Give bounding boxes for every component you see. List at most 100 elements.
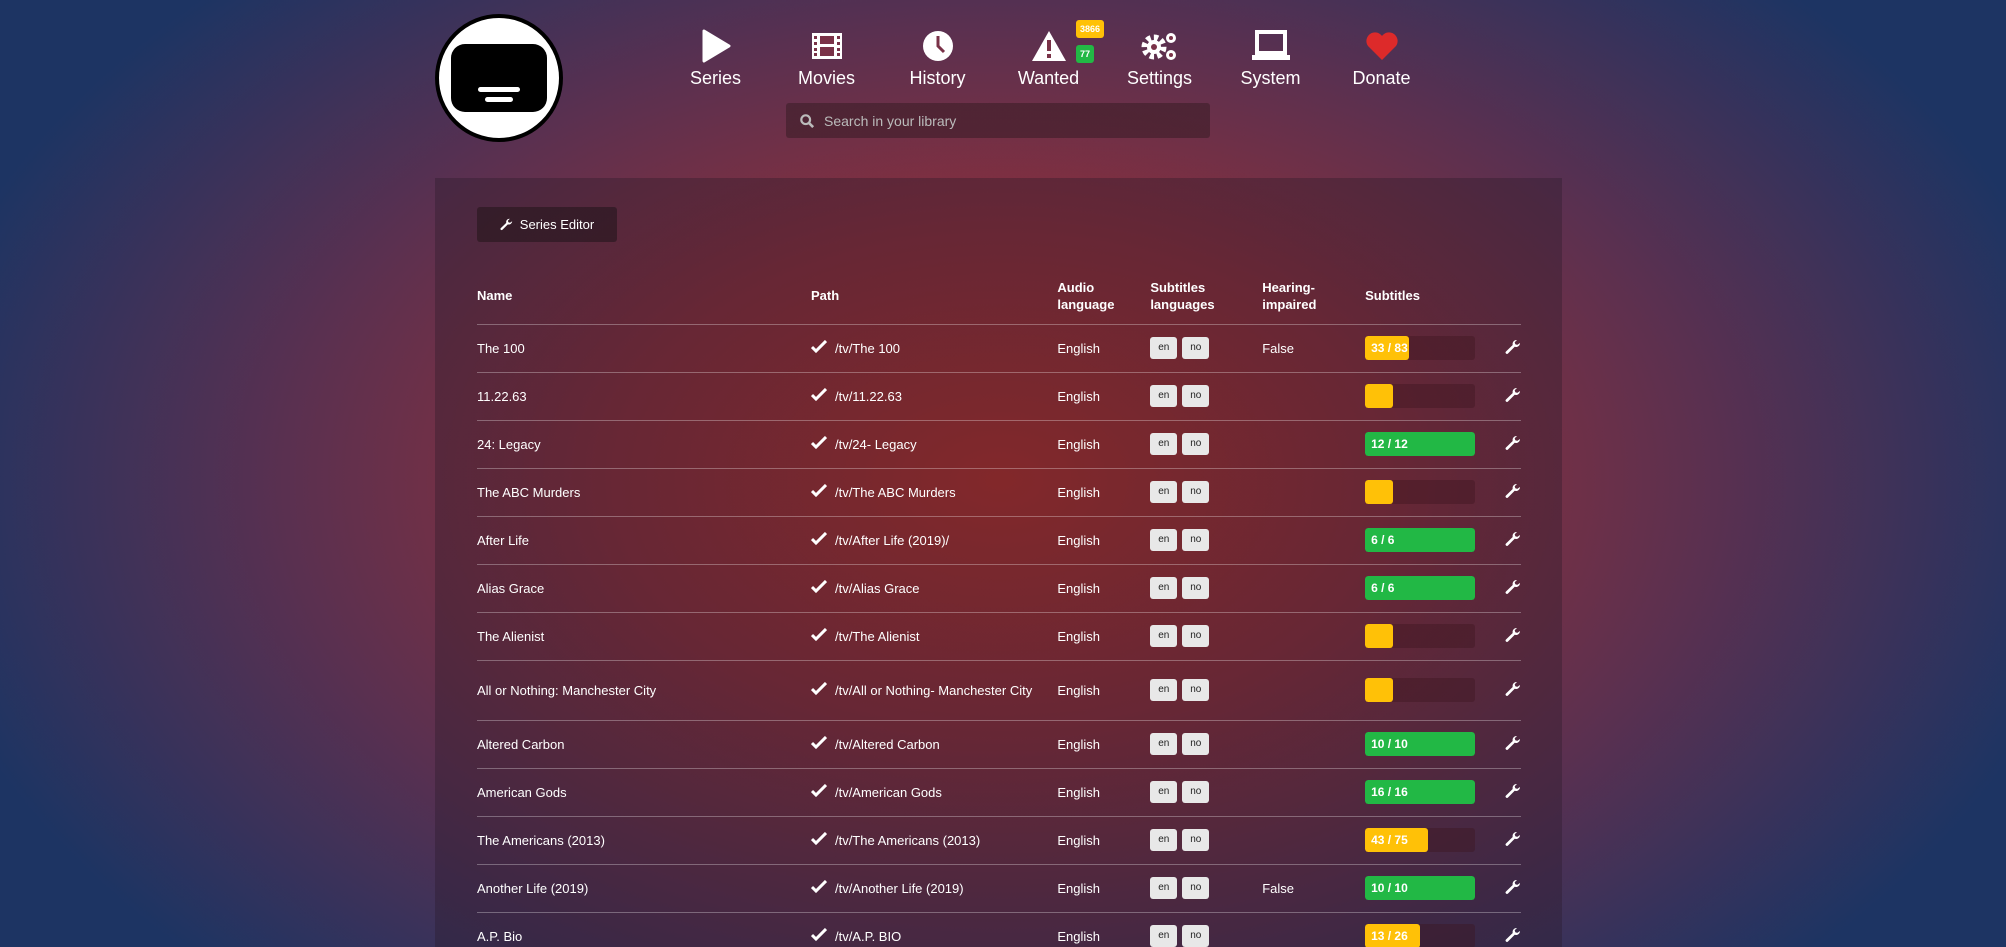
series-path: /tv/Altered Carbon [834,736,940,752]
nav-wanted[interactable]: Wanted 3866 77 [993,20,1105,89]
check-icon [810,783,828,801]
hearing-impaired [1262,611,1366,660]
nav-label: History [909,68,966,88]
nav-system[interactable]: System [1215,26,1326,89]
subtitle-language-badge: no [1182,781,1210,803]
subtitle-language-badge: en [1150,529,1178,551]
series-name-link[interactable]: The Americans (2013) [477,832,605,848]
check-icon [810,579,828,597]
search-input[interactable] [824,112,1184,129]
nav-history[interactable]: History [882,26,993,89]
edit-series-wrench-icon[interactable] [1505,831,1521,850]
edit-series-wrench-icon[interactable] [1505,927,1521,946]
edit-series-wrench-icon[interactable] [1505,579,1521,598]
series-name-link[interactable]: The Alienist [477,628,545,644]
subtitle-language-badge: no [1182,829,1210,851]
nav-donate[interactable]: Donate [1326,26,1437,89]
series-name-link[interactable]: Alias Grace [477,580,545,596]
series-name-link[interactable]: The 100 [477,340,525,356]
hearing-impaired: False [1262,323,1366,372]
subtitles-count: 6 / 6 [1371,533,1395,547]
column-header: Name [477,288,513,304]
warning-icon [993,26,1104,66]
series-path: /tv/Another Life (2019) [834,880,964,896]
series-name-link[interactable]: After Life [477,532,530,548]
series-name-link[interactable]: The ABC Murders [477,484,581,500]
film-icon [771,26,882,66]
subtitle-language-badge: en [1150,877,1178,899]
table-row: The Alienist/tv/The Alienist English en no [477,611,1521,660]
subtitles-count: 6 / 6 [1371,581,1395,595]
hearing-impaired [1262,767,1366,816]
hearing-impaired: False [1262,863,1366,912]
series-path: /tv/The Alienist [834,628,920,644]
subtitles-progress-bar: 10 / 10 [1365,732,1476,756]
subtitles-progress-bar [1365,480,1476,504]
gears-icon [1104,26,1215,66]
hearing-impaired [1262,371,1366,420]
audio-language: English [1057,419,1151,468]
series-editor-button[interactable]: Series Editor [477,207,617,242]
subtitles-progress-bar: 33 / 83 [1365,336,1476,360]
table-row: Another Life (2019) /tv/Another Life (201… [477,863,1521,912]
nav-series[interactable]: Series [660,26,771,89]
edit-series-wrench-icon[interactable] [1505,681,1521,700]
table-row: American Gods/tv/American Gods English en n… [477,767,1521,816]
series-name-link[interactable]: American Gods [477,784,567,800]
subtitle-language-badge: en [1150,679,1178,701]
subtitles-progress-bar: 16 / 16 [1365,780,1476,804]
edit-series-wrench-icon[interactable] [1505,783,1521,802]
bazarr-logo[interactable] [435,14,563,142]
check-icon [810,339,828,357]
column-header: Hearing-impaired [1262,279,1317,312]
edit-series-wrench-icon[interactable] [1505,435,1521,454]
table-row: The ABC Murders/tv/The ABC Murders Englis… [477,467,1521,516]
edit-series-wrench-icon[interactable] [1505,627,1521,646]
table-row: Alias Grace/tv/Alias Grace English en no 6 /… [477,563,1521,612]
column-header: Path [810,288,840,304]
series-panel: Series Editor Name Path Audio language Subt… [435,178,1562,947]
column-header: Audio language [1057,279,1115,312]
subtitle-language-badge: en [1150,625,1178,647]
edit-series-wrench-icon[interactable] [1505,531,1521,550]
audio-language: English [1057,767,1151,816]
nav-settings[interactable]: Settings [1104,26,1215,89]
nav-label: Settings [1126,68,1193,88]
hearing-impaired [1262,815,1366,864]
edit-series-wrench-icon[interactable] [1505,483,1521,502]
clock-icon [882,26,993,66]
table-row: The 100/tv/The 100 English en no False 33 / 8… [477,323,1521,372]
series-name-link[interactable]: 11.22.63 [477,388,527,404]
edit-series-wrench-icon[interactable] [1505,339,1521,358]
edit-series-wrench-icon[interactable] [1505,735,1521,754]
hearing-impaired [1262,911,1366,947]
subtitle-language-badge: no [1182,481,1210,503]
subtitle-language-badge: en [1150,481,1178,503]
series-name-link[interactable]: 24: Legacy [477,436,541,452]
hearing-impaired [1262,563,1366,612]
subtitle-language-badge: no [1182,433,1210,455]
nav-label: Wanted [1017,68,1080,88]
check-icon [810,927,828,945]
hearing-impaired [1262,419,1366,468]
audio-language: English [1057,659,1151,720]
check-icon [810,387,828,405]
check-icon [810,681,828,699]
nav-label: Movies [797,68,855,88]
check-icon [810,435,828,453]
series-name-link[interactable]: Altered Carbon [477,736,565,752]
series-name-link[interactable]: Another Life (2019) [477,880,589,896]
series-name-link[interactable]: A.P. Bio [477,928,523,944]
nav-label: System [1240,68,1301,88]
check-icon [810,531,828,549]
edit-series-wrench-icon[interactable] [1505,879,1521,898]
nav-movies[interactable]: Movies [771,26,882,89]
edit-series-wrench-icon[interactable] [1505,387,1521,406]
subtitles-count: 10 / 10 [1371,881,1408,895]
subtitles-count: 12 / 12 [1371,437,1408,451]
series-name-link[interactable]: All or Nothing: Manchester City [477,682,657,698]
audio-language: English [1057,911,1151,947]
subtitles-progress-bar: 43 / 75 [1365,828,1476,852]
wanted-series-badge: 3866 [1076,20,1105,38]
main-nav: Series Movies History Wanted 3866 77 Settings S… [660,20,1437,89]
